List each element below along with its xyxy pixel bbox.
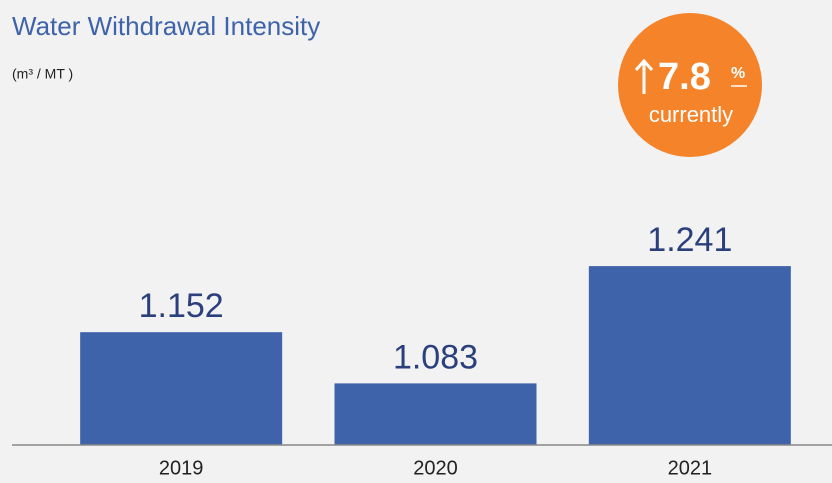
bar [334,383,537,445]
badge-value: 7.8 [658,56,711,98]
bar [80,332,283,445]
badge: 7.8 % currently [618,13,762,157]
x-tick-label: 2019 [159,457,204,479]
badge-unit: % [731,65,745,82]
up-arrow-icon [634,58,654,94]
bar [588,266,791,445]
value-label: 1.241 [647,221,732,259]
chart-title: Water Withdrawal Intensity [12,11,320,41]
chart-subtitle: (m³ / MT ) [12,66,73,82]
x-tick-label: 2021 [668,457,713,479]
value-label: 1.152 [139,287,224,325]
badge-caption: currently [649,102,733,127]
value-label: 1.083 [393,338,478,376]
badge-circle [618,13,762,157]
x-tick-label: 2020 [413,457,458,479]
